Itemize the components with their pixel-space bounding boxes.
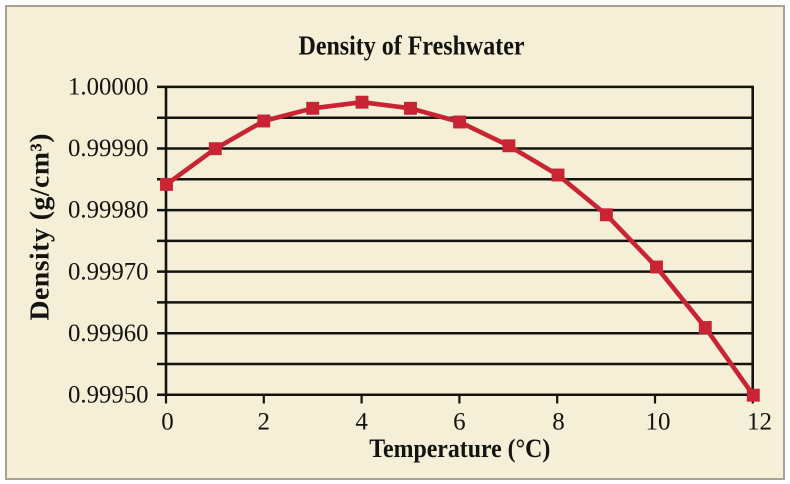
svg-text:6: 6 bbox=[453, 409, 466, 436]
svg-text:8: 8 bbox=[552, 409, 565, 436]
svg-text:4: 4 bbox=[355, 409, 368, 436]
svg-text:10: 10 bbox=[646, 409, 671, 436]
svg-text:0.99980: 0.99980 bbox=[68, 197, 149, 224]
svg-text:1.00000: 1.00000 bbox=[68, 74, 149, 101]
svg-text:12: 12 bbox=[747, 409, 772, 436]
svg-text:0.99960: 0.99960 bbox=[68, 320, 149, 347]
svg-text:0: 0 bbox=[161, 409, 174, 436]
svg-text:Density of Freshwater: Density of Freshwater bbox=[299, 31, 525, 61]
svg-text:Density (g/cm³): Density (g/cm³) bbox=[23, 134, 54, 321]
svg-text:0.99950: 0.99950 bbox=[68, 382, 149, 409]
svg-text:0.99990: 0.99990 bbox=[68, 135, 149, 162]
svg-text:2: 2 bbox=[258, 409, 271, 436]
svg-text:0.99970: 0.99970 bbox=[68, 258, 149, 285]
svg-text:Temperature (°C): Temperature (°C) bbox=[369, 433, 550, 463]
